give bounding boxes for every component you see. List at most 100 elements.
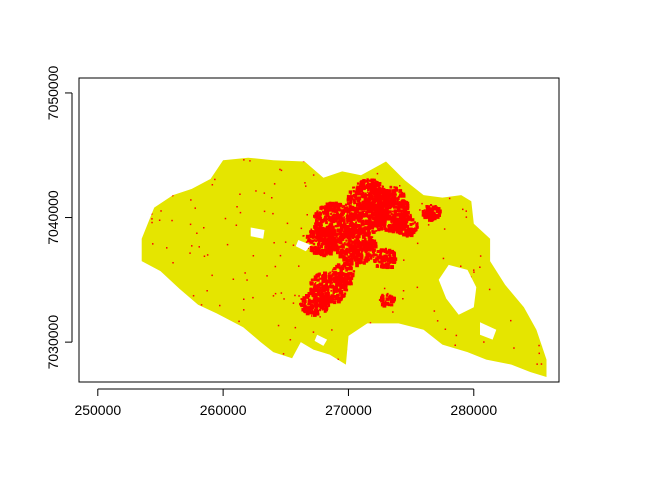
- red-cell: [389, 193, 392, 196]
- red-cell: [384, 191, 388, 196]
- red-cell: [166, 247, 168, 249]
- red-cell: [273, 183, 276, 185]
- red-cell: [355, 261, 358, 264]
- red-cell: [343, 242, 346, 245]
- red-cell: [328, 284, 331, 287]
- red-cell: [425, 205, 429, 208]
- red-cell: [355, 226, 358, 228]
- red-cell: [399, 218, 402, 221]
- red-cell: [376, 172, 379, 175]
- red-cell: [385, 294, 389, 297]
- red-cell: [345, 239, 348, 242]
- red-cell: [282, 353, 285, 355]
- red-cell: [404, 229, 408, 234]
- red-cell: [185, 370, 188, 373]
- red-cell: [149, 209, 152, 211]
- red-cell: [387, 195, 391, 198]
- red-cell: [363, 198, 367, 202]
- red-cell: [422, 212, 426, 215]
- red-cell: [252, 296, 254, 299]
- red-cell: [436, 215, 440, 219]
- red-cell: [369, 236, 373, 240]
- red-cell: [331, 270, 334, 272]
- red-cell: [283, 298, 285, 300]
- red-cell: [370, 203, 374, 208]
- red-cell: [339, 242, 341, 245]
- red-cell: [400, 221, 404, 225]
- red-cell: [352, 250, 355, 254]
- red-cell: [435, 363, 437, 365]
- red-cell: [379, 227, 384, 231]
- red-cell: [305, 237, 308, 239]
- red-cell: [523, 269, 526, 272]
- red-cell: [351, 240, 355, 244]
- red-cell: [354, 223, 358, 227]
- red-cell: [340, 249, 343, 252]
- red-cell: [426, 211, 431, 216]
- red-cell: [384, 254, 388, 258]
- red-cell: [346, 213, 349, 215]
- red-cell: [316, 292, 320, 296]
- red-cell: [388, 200, 392, 204]
- red-cell: [477, 207, 480, 209]
- red-cell: [331, 274, 334, 277]
- red-cell: [312, 250, 315, 252]
- red-cell: [342, 232, 346, 236]
- red-cell: [364, 219, 368, 223]
- red-cell: [381, 325, 383, 328]
- red-cell: [380, 262, 384, 266]
- red-cell: [416, 222, 419, 224]
- red-cell: [355, 193, 358, 196]
- red-cell: [160, 183, 162, 185]
- red-cell: [312, 242, 316, 246]
- red-cell: [350, 248, 355, 252]
- red-cell: [437, 213, 441, 217]
- red-cell: [404, 200, 407, 202]
- red-cell: [332, 235, 335, 238]
- red-cell: [310, 310, 312, 313]
- red-cell: [367, 205, 372, 210]
- red-cell: [346, 202, 350, 206]
- red-cell: [344, 254, 346, 256]
- red-cell: [336, 240, 340, 244]
- red-cell: [395, 227, 399, 231]
- red-cell: [385, 262, 390, 267]
- red-cell: [391, 217, 395, 222]
- red-cell: [347, 272, 351, 276]
- red-cell: [356, 236, 360, 240]
- red-cell: [367, 202, 372, 206]
- red-cell: [366, 226, 368, 229]
- red-cell: [344, 243, 347, 246]
- red-cell: [370, 239, 374, 243]
- red-cell: [314, 278, 317, 282]
- red-cell: [370, 178, 374, 183]
- red-cell: [354, 250, 359, 255]
- red-cell: [319, 286, 322, 290]
- red-cell: [499, 209, 502, 212]
- red-cell: [393, 198, 397, 202]
- red-cell: [343, 216, 345, 218]
- red-cell: [537, 329, 540, 331]
- red-cell: [346, 237, 348, 239]
- red-cell: [377, 217, 382, 221]
- red-cell: [377, 260, 380, 263]
- red-cell: [396, 220, 401, 224]
- red-cell: [344, 292, 347, 295]
- red-cell: [305, 185, 307, 187]
- red-cell: [402, 205, 405, 208]
- red-cell: [387, 303, 391, 307]
- red-cell: [366, 241, 370, 246]
- red-cell: [524, 274, 527, 277]
- red-cell: [354, 248, 359, 252]
- red-cell: [392, 298, 396, 302]
- red-cell: [404, 213, 409, 218]
- red-cell: [315, 273, 320, 278]
- red-cell: [224, 217, 227, 220]
- red-cell: [323, 236, 326, 239]
- red-cell: [357, 220, 359, 222]
- red-cell: [365, 185, 369, 189]
- red-cell: [378, 189, 382, 193]
- red-cell: [326, 239, 331, 244]
- red-cell: [401, 213, 405, 217]
- red-cell: [322, 212, 326, 215]
